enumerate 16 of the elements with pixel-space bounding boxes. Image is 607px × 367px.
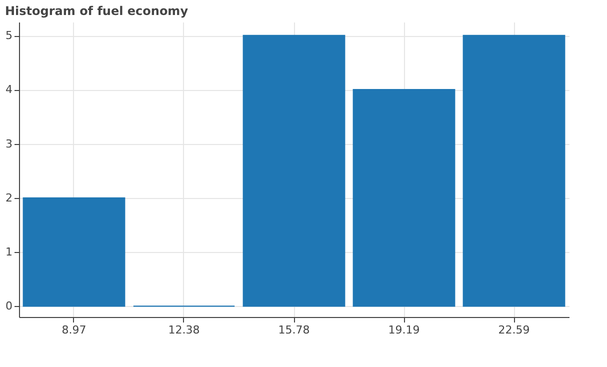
x-tick-label: 22.59 bbox=[498, 324, 530, 336]
x-tick-label: 19.19 bbox=[388, 324, 420, 336]
y-tick-label: 1 bbox=[6, 246, 12, 259]
bar bbox=[22, 197, 126, 307]
bar bbox=[352, 89, 456, 307]
bar bbox=[242, 34, 346, 307]
x-tick-label: 8.97 bbox=[62, 324, 86, 336]
y-tick-label: 2 bbox=[6, 191, 12, 204]
y-tick-label: 5 bbox=[6, 29, 12, 42]
y-tick-label: 4 bbox=[6, 83, 12, 96]
y-tick-label: 0 bbox=[6, 300, 12, 313]
bar bbox=[462, 34, 566, 307]
y-tick-label: 3 bbox=[6, 137, 12, 150]
x-tick-label: 15.78 bbox=[278, 324, 310, 336]
x-tick-label: 12.38 bbox=[168, 324, 200, 336]
chart-title: Histogram of fuel economy bbox=[5, 4, 188, 18]
